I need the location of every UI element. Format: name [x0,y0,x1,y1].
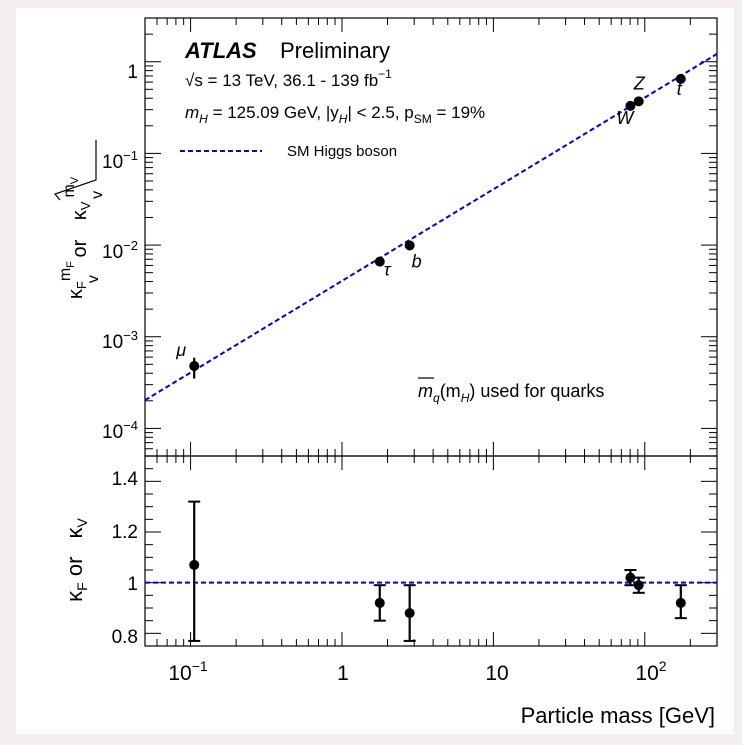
energy-line: √s = 13 TeV, 36.1 - 139 fb−1 [185,67,392,90]
upper-point-W [625,100,636,111]
preliminary-label: Preliminary [280,38,390,63]
point-label-t: t [677,79,683,99]
upper-y-axis-label: κFmFv or κVmVv [57,176,106,299]
lower-point-Z [633,580,644,591]
lower-y-axis-label: κF or κV [62,517,90,601]
upper-ytick-1: 1 [127,62,138,83]
point-label-μ: μ [175,340,186,360]
lower-ytick-1.2: 1.2 [112,522,138,543]
lower-axis-ticks [144,455,718,647]
atlas-label: ATLAS [184,38,257,63]
lower-series [145,500,717,642]
lower-ytick-0.8: 0.8 [112,627,138,648]
upper-series [144,53,718,402]
lower-point-t [675,597,686,608]
xtick-1: 1 [337,662,349,685]
quark-note: mq(mH) used for quarks [418,381,604,405]
lower-point-τ [374,597,385,608]
xtick-10: 10 [485,662,508,685]
svg-text:κF or κV: κF or κV [62,517,90,601]
lower-point-b [404,608,415,619]
point-label-b: b [412,251,422,271]
point-label-Z: Z [633,73,646,93]
upper-point-τ [374,256,385,267]
point-labels: μ τ b WZ t [175,73,683,360]
upper-ytick-1e-1: 10−1 [102,148,138,173]
svg-text:κFmFv or κVmVv: κFmFv or κVmVv [57,176,106,299]
point-label-τ: τ [384,260,392,280]
lower-ytick-1: 1 [127,574,138,595]
x-axis-label: Particle mass [GeV] [521,703,715,728]
upper-axis-ticks [144,17,718,457]
upper-point-b [404,240,415,251]
mass-line: mH = 125.09 GeV, |yH| < 2.5, pSM = 19% [185,103,485,126]
upper-point-t [675,73,686,84]
upper-point-μ [189,360,200,371]
lower-ytick-1.4: 1.4 [112,469,139,490]
point-label-W: W [616,108,635,128]
legend-sm-label: SM Higgs boson [287,143,397,160]
lower-point-μ [189,559,200,570]
figure-background [16,8,734,734]
upper-point-Z [633,96,644,107]
lower-point-W [625,572,636,583]
lower-plot-frame [144,455,718,647]
upper-ylabel-sqrt-sign [53,140,97,201]
